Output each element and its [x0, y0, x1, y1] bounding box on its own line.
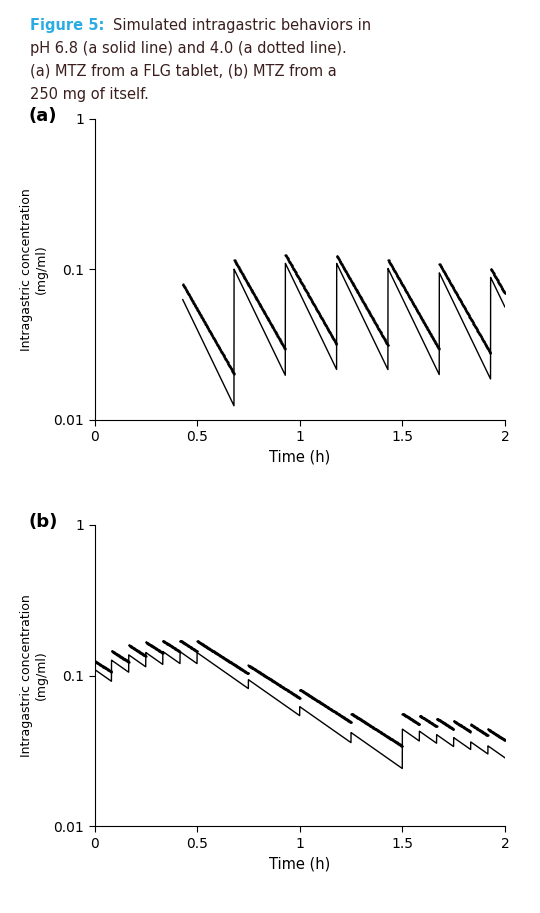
Y-axis label: Intragastric concentration
(mg/ml): Intragastric concentration (mg/ml) — [20, 594, 48, 757]
Text: Figure 5:: Figure 5: — [30, 18, 104, 33]
Text: (b): (b) — [29, 513, 58, 531]
Text: pH 6.8 (a solid line) and 4.0 (a dotted line).: pH 6.8 (a solid line) and 4.0 (a dotted … — [30, 41, 347, 56]
Text: (a) MTZ from a FLG tablet, (b) MTZ from a: (a) MTZ from a FLG tablet, (b) MTZ from … — [30, 64, 336, 79]
Text: Simulated intragastric behaviors in: Simulated intragastric behaviors in — [113, 18, 372, 33]
Text: 250 mg of itself.: 250 mg of itself. — [30, 87, 148, 101]
Text: (a): (a) — [29, 107, 57, 125]
X-axis label: Time (h): Time (h) — [269, 450, 330, 465]
X-axis label: Time (h): Time (h) — [269, 856, 330, 871]
Y-axis label: Intragastric concentration
(mg/ml): Intragastric concentration (mg/ml) — [20, 188, 48, 351]
